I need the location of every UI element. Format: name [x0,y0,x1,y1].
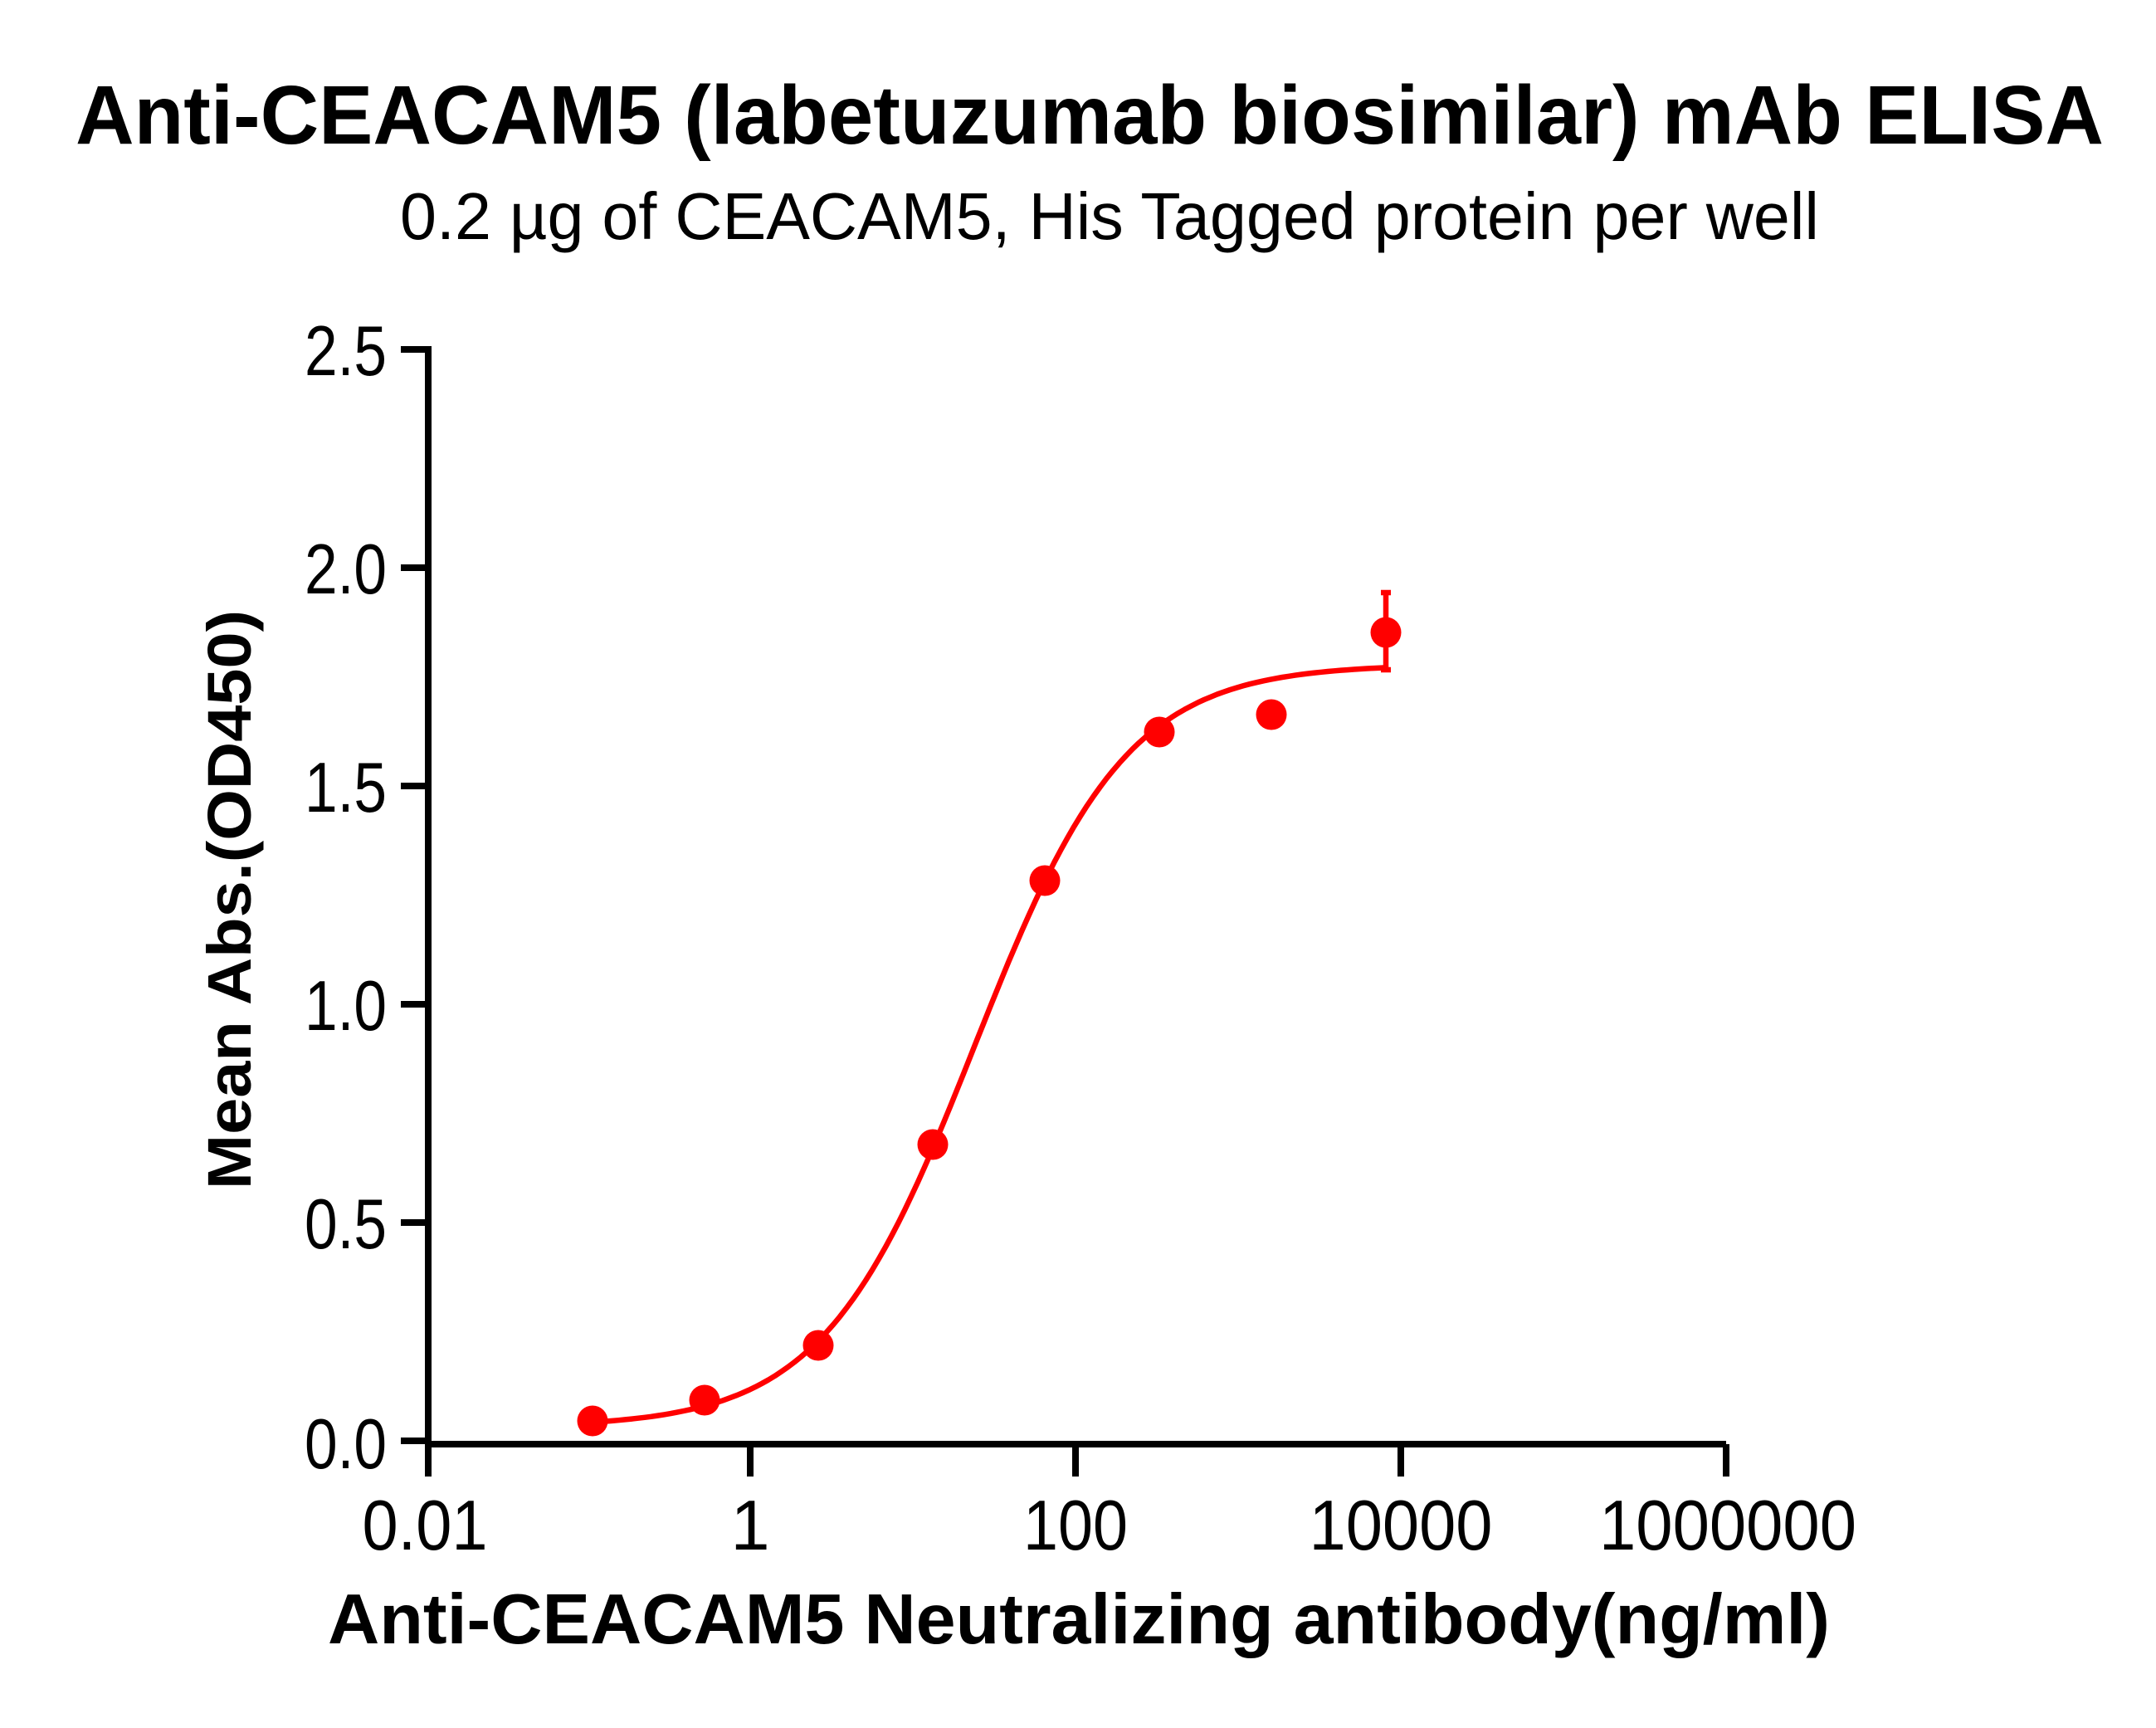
svg-text:Anti-CEACAM5 Neutralizing anti: Anti-CEACAM5 Neutralizing antibody(ng/ml… [328,1580,1830,1659]
svg-text:1.5: 1.5 [305,749,387,827]
svg-text:0.5: 0.5 [305,1185,387,1264]
svg-text:10000: 10000 [1310,1486,1493,1565]
svg-text:0.0: 0.0 [305,1405,387,1484]
svg-text:Mean Abs.(OD450): Mean Abs.(OD450) [195,610,264,1189]
svg-text:Anti-CEACAM5 (labetuzumab bios: Anti-CEACAM5 (labetuzumab biosimilar) mA… [76,69,2104,162]
svg-text:1000000: 1000000 [1599,1486,1856,1565]
svg-text:0.01: 0.01 [363,1486,488,1565]
svg-text:2.5: 2.5 [305,312,387,391]
svg-text:100: 100 [1023,1486,1128,1565]
svg-text:0.2 µg of CEACAM5, His Tagged: 0.2 µg of CEACAM5, His Tagged protein pe… [400,179,1819,253]
svg-text:2.0: 2.0 [305,530,387,609]
svg-text:1.0: 1.0 [305,967,387,1046]
svg-text:1: 1 [730,1486,769,1565]
